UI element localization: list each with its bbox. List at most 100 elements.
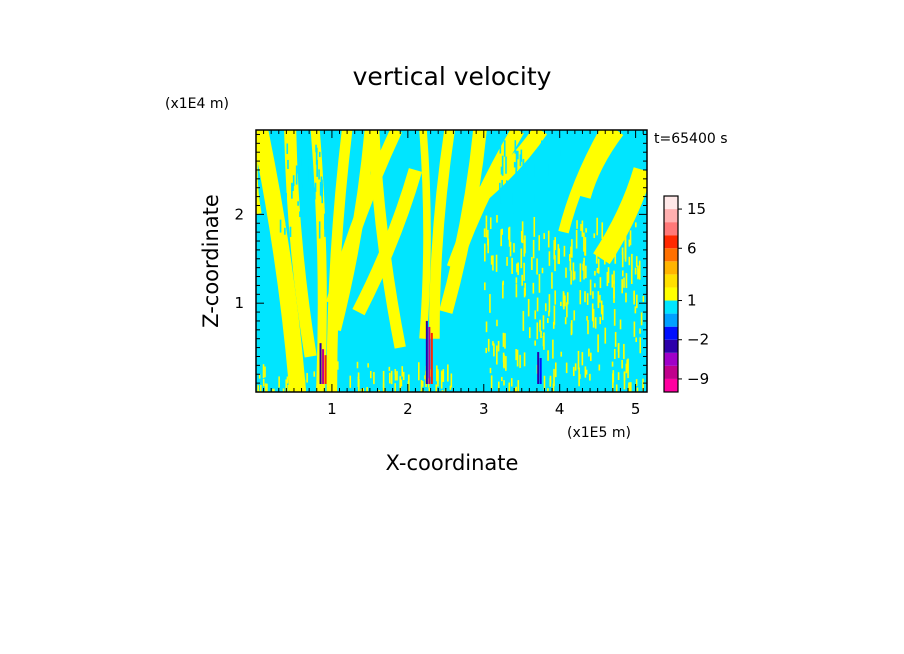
speckle-cell [492, 255, 494, 271]
speckle-cell [262, 378, 265, 387]
y-axis: 12 [234, 133, 647, 384]
speckle-cell [584, 237, 587, 256]
speckle-cell [356, 361, 359, 369]
speckle-cell [615, 384, 618, 392]
speckle-cell [505, 180, 508, 186]
speckle-cell [548, 251, 551, 266]
speckle-cell [623, 343, 625, 359]
speckle-cell [396, 371, 398, 381]
speckle-cell [625, 292, 627, 303]
speckle-cell [332, 378, 334, 387]
speckle-cell [625, 363, 628, 374]
plume-stroke [430, 332, 433, 384]
speckle-cell [614, 247, 617, 264]
speckle-cell [388, 372, 391, 384]
speckle-cell [305, 227, 307, 239]
speckle-cell [639, 328, 641, 334]
speckle-cell [552, 339, 554, 359]
speckle-cell [490, 255, 493, 265]
speckle-cell [501, 228, 503, 235]
x-tick-label: 5 [631, 400, 641, 418]
speckle-cell [292, 361, 295, 381]
speckle-cell [587, 320, 589, 335]
speckle-cell [560, 351, 563, 357]
speckle-cell [617, 372, 620, 381]
speckle-cell [450, 373, 453, 388]
speckle-cell [589, 279, 592, 296]
speckle-cell [306, 372, 308, 383]
speckle-cell [308, 231, 311, 243]
speckle-cell [589, 373, 591, 381]
speckle-cell [611, 361, 614, 367]
x-axis: 1 2 3 4 5 [263, 130, 644, 418]
speckle-cell [324, 180, 327, 187]
speckle-cell [306, 187, 309, 192]
speckle-cell [501, 376, 503, 382]
speckle-cell [585, 265, 587, 279]
speckle-cell [527, 299, 530, 317]
y-tick-label: 1 [234, 294, 244, 312]
plume-stroke [319, 343, 322, 384]
speckle-cell [577, 350, 580, 370]
speckle-cell [496, 345, 498, 365]
colorbar-swatch [664, 378, 678, 392]
speckle-cell [572, 366, 575, 377]
speckle-cell [449, 385, 452, 390]
speckle-cell [552, 321, 555, 329]
speckle-cell [483, 228, 486, 238]
speckle-cell [575, 230, 578, 249]
speckle-cell [298, 380, 301, 392]
speckle-cell [307, 192, 309, 212]
speckle-cell [554, 203, 556, 213]
speckle-cell [420, 379, 423, 392]
speckle-cell [586, 316, 588, 321]
speckle-cell [500, 197, 502, 212]
speckle-cell [324, 195, 327, 209]
speckle-cell [548, 294, 551, 313]
speckle-cell [511, 192, 513, 212]
speckle-cell [621, 279, 623, 294]
speckle-cell [535, 190, 537, 210]
speckle-cell [285, 209, 288, 226]
speckle-cell [564, 317, 567, 325]
speckle-cell [517, 150, 519, 160]
speckle-cell [366, 387, 368, 392]
speckle-cell [299, 211, 301, 218]
yellow-band [256, 130, 307, 392]
speckle-cell [390, 370, 393, 385]
speckle-cell [541, 140, 543, 145]
speckle-cell [417, 362, 420, 381]
speckle-cell [297, 161, 300, 174]
speckle-cell [628, 382, 630, 392]
speckle-cell [257, 385, 260, 392]
speckle-cell [279, 219, 282, 233]
x-tick-label: 2 [403, 400, 413, 418]
speckle-cell [515, 284, 518, 298]
speckle-cell [534, 310, 537, 320]
x-tick-label: 1 [327, 400, 337, 418]
speckle-cell [522, 310, 525, 331]
speckle-cell [318, 169, 320, 180]
speckle-cell [512, 204, 514, 214]
speckle-cell [503, 140, 506, 157]
speckle-cell [536, 297, 539, 312]
speckle-cell [504, 333, 506, 349]
speckle-cell [323, 145, 325, 157]
speckle-cell [549, 377, 552, 387]
yellow-band [284, 130, 317, 358]
speckle-cell [369, 370, 372, 379]
speckle-cell [522, 160, 525, 176]
speckle-cell [538, 235, 541, 251]
plume-stroke [322, 349, 325, 384]
speckle-cell [492, 341, 494, 346]
speckle-cell [568, 254, 571, 262]
speckle-cell [574, 363, 577, 371]
speckle-cell [306, 227, 309, 239]
speckle-cell [630, 382, 632, 392]
y-tick-label: 2 [234, 205, 244, 223]
speckle-cell [360, 388, 363, 392]
speckle-cell [594, 317, 597, 329]
speckle-cell [536, 322, 539, 340]
colorbar-swatch [664, 261, 678, 275]
speckle-cell [554, 237, 557, 251]
